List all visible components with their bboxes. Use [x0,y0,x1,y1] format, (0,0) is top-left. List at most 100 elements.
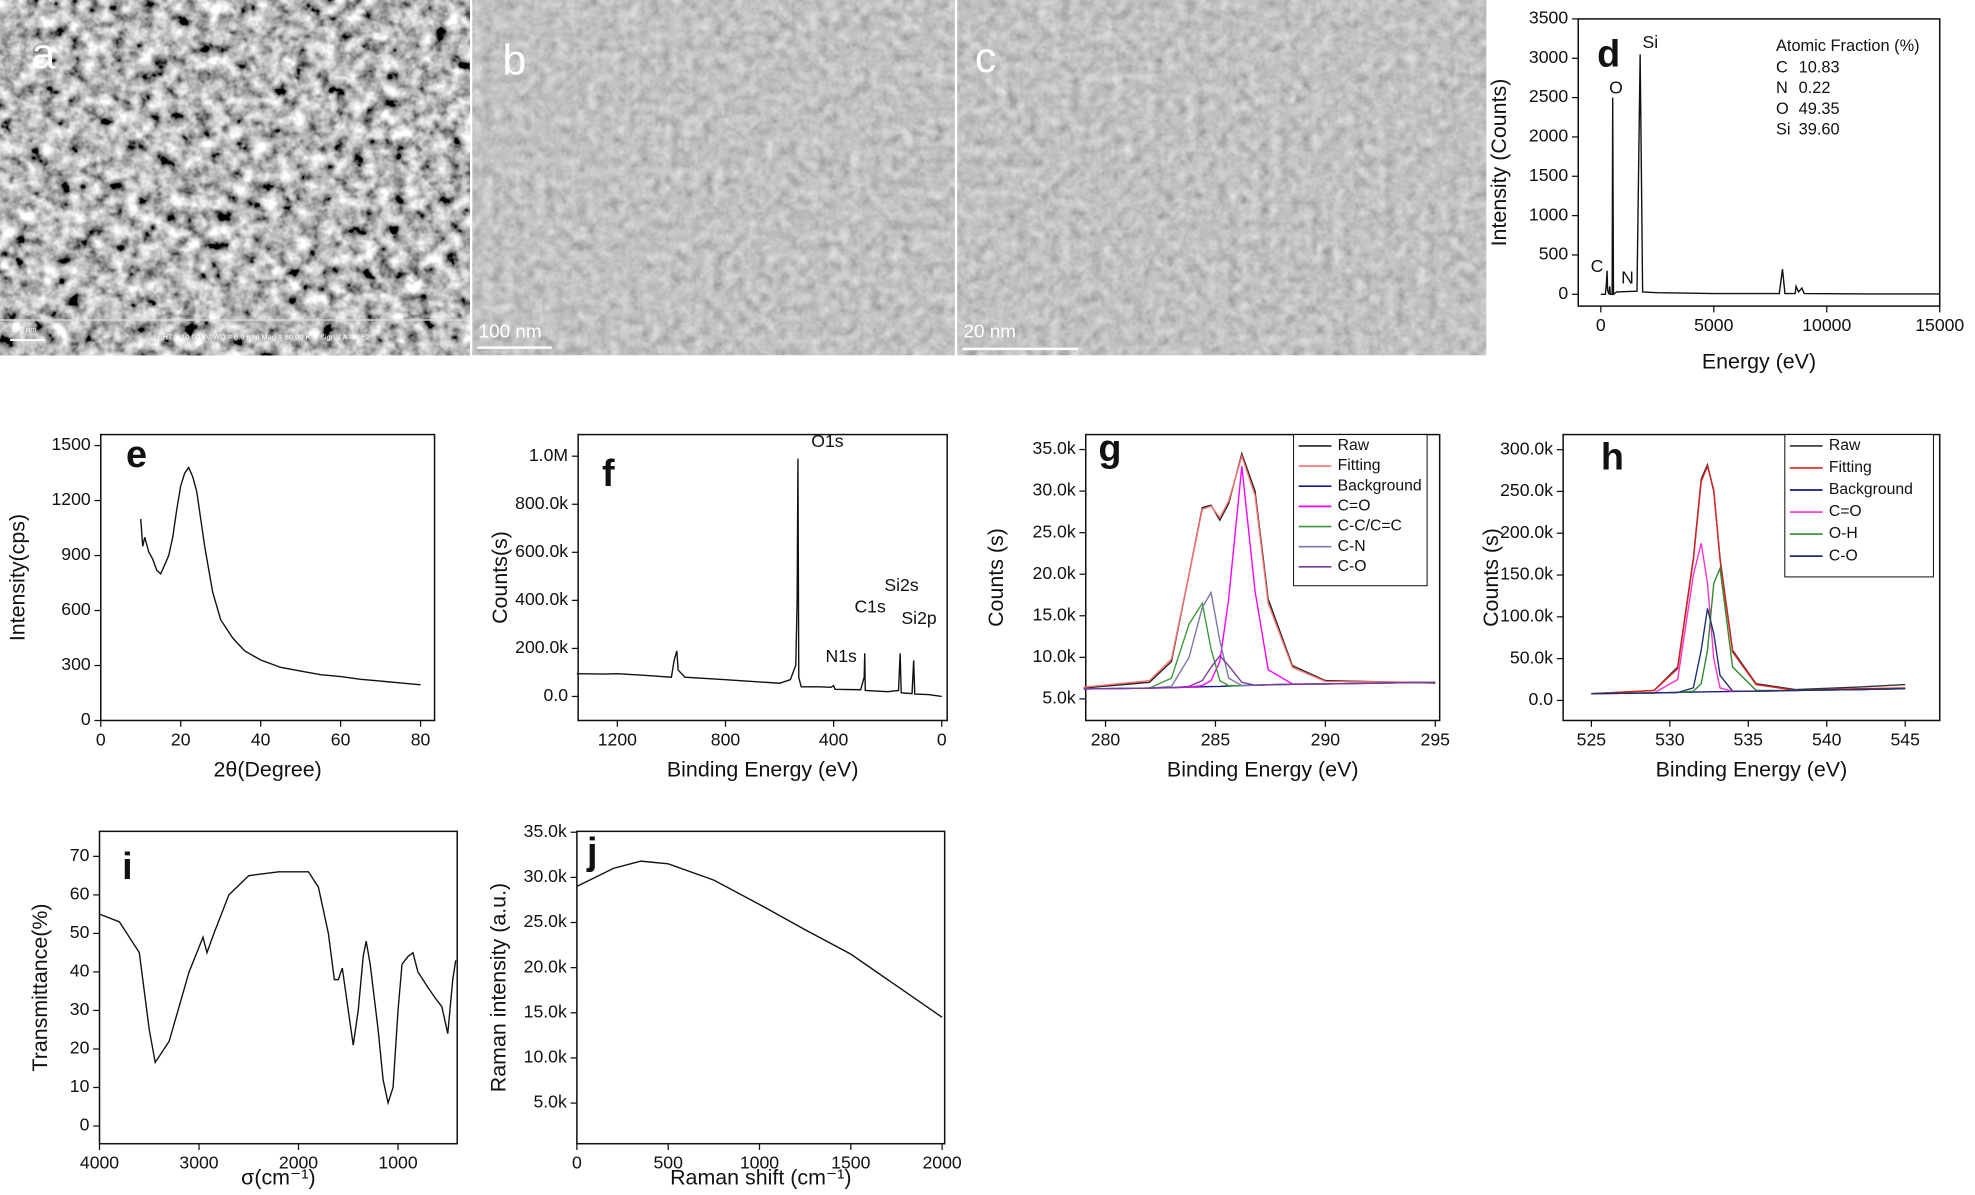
data-line [1083,654,1436,690]
y-axis-label: Intensity (Counts) [1487,79,1511,247]
panel-label: b [503,36,527,84]
x-tick-label: 0 [572,1153,582,1173]
panel-label: e [126,434,147,476]
data-line [1591,608,1906,695]
x-tick-label: 15000 [1915,315,1964,335]
x-tick-label: 280 [1091,729,1121,749]
y-axis-label: Intensity(cps) [6,514,30,641]
x-tick-label: 290 [1311,729,1341,749]
panel-label: f [602,453,615,495]
x-tick-label: 3000 [179,1153,218,1173]
x-tick-label: 525 [1577,729,1607,749]
x-tick-label: 545 [1890,729,1920,749]
micrograph-c: c 20 nm [957,0,1487,356]
peak-label: Si2s [884,575,918,595]
sem-info: EHT = 10.00 kV WD = 6.9 mm Mag = 80.00 K… [157,333,370,342]
data-line [576,860,943,1018]
y-tick-label: 60 [70,884,90,904]
y-tick-label: 0 [81,709,91,729]
y-tick-label: 300.0k [1500,438,1553,458]
y-tick-label: 200.0k [515,637,568,657]
peak-label: N [1621,268,1634,288]
y-tick-label: 900 [61,544,91,564]
inset-title: Atomic Fraction (%) [1776,37,1920,55]
chart-h: 525 530 535 540 545 0.0 50.0k 100.0k 150.0k 200.0… [1479,433,1941,782]
panel-label: g [1098,428,1121,470]
x-tick-label: 1000 [378,1153,417,1173]
data-line [1591,565,1906,695]
data-line [1083,590,1436,690]
y-tick-label: 100.0k [1500,605,1553,625]
y-tick-label: 800.0k [515,493,568,513]
x-tick-label: 2000 [279,1153,318,1173]
legend-label: Raw [1338,437,1370,454]
x-axis-label: σ(cm⁻¹) [241,1166,315,1190]
peak-label: O1s [811,431,844,451]
x-tick-label: 1500 [831,1153,870,1173]
data-line [140,466,421,686]
x-tick-label: 500 [653,1153,683,1173]
panel-label: c [975,34,996,82]
legend-label: Fitting [1829,459,1872,476]
inset-value: 49.35 [1799,100,1840,118]
x-axis-label: Binding Energy (eV) [667,758,859,782]
y-tick-label: 5.0k [1042,688,1076,708]
y-axis-label: Counts (s) [1479,528,1503,627]
y-tick-label: 2000 [1529,126,1568,146]
y-tick-label: 10.0k [524,1047,567,1067]
peak-label: O [1609,78,1623,98]
legend-label: C-O [1338,558,1367,575]
panel-label: d [1597,34,1620,76]
y-tick-label: 10.0k [1033,646,1076,666]
y-tick-label: 3500 [1529,8,1568,28]
y-tick-label: 150.0k [1500,564,1553,584]
y-tick-label: 35.0k [524,821,567,841]
legend-label: Raw [1829,437,1861,454]
x-tick-label: 20 [171,729,191,749]
y-tick-label: 25.0k [524,911,567,931]
y-tick-label: 20 [70,1038,90,1058]
y-tick-label: 50.0k [1510,647,1553,667]
chart-g: 280 285 290 295 5.0k 10.0k 15.0k 20.0k 25.0k 30.0… [984,428,1450,782]
x-tick-label: 0 [1596,315,1606,335]
legend-label: C-N [1338,538,1366,555]
particles [1058,0,1487,271]
data-line [576,458,942,698]
particles [541,0,955,303]
x-tick-label: 1000 [740,1153,779,1173]
legend-label: C-O [1829,547,1858,564]
x-tick-label: 80 [411,729,431,749]
y-tick-label: 200.0k [1500,522,1553,542]
x-tick-label: 540 [1812,729,1842,749]
data-line [99,871,457,1106]
x-tick-label: 295 [1421,729,1451,749]
panel-label: h [1601,437,1624,479]
chart-d: 0 5000 10000 15000 0 500 1000 1500 2000 2500 3000 3… [1487,8,1965,374]
plot-frame [576,830,946,1145]
y-tick-label: 300 [61,654,91,674]
y-tick-label: 400.0k [515,589,568,609]
inset-value: 0.22 [1799,79,1831,97]
x-tick-label: 60 [331,729,351,749]
y-tick-label: 30.0k [1033,480,1076,500]
y-tick-label: 25.0k [1033,521,1076,541]
y-tick-label: 1200 [51,489,90,509]
x-axis-label: Binding Energy (eV) [1167,758,1359,782]
x-tick-label: 530 [1655,729,1685,749]
y-tick-label: 1000 [1529,204,1568,224]
legend-box [1784,434,1934,578]
peak-label: N1s [826,646,858,666]
scale-label: 100 nm [11,325,36,334]
scale-label: 20 nm [964,322,1016,343]
y-tick-label: 250.0k [1500,480,1553,500]
y-tick-label: 0.0 [544,685,569,705]
x-axis-label: Binding Energy (eV) [1656,758,1848,782]
plot-frame [98,830,458,1145]
plot-frame [100,433,436,722]
y-tick-label: 35.0k [1033,438,1076,458]
x-tick-label: 800 [711,729,741,749]
y-tick-label: 1.0M [529,445,568,465]
peak-label: C1s [854,597,886,617]
y-tick-label: 600.0k [515,541,568,561]
